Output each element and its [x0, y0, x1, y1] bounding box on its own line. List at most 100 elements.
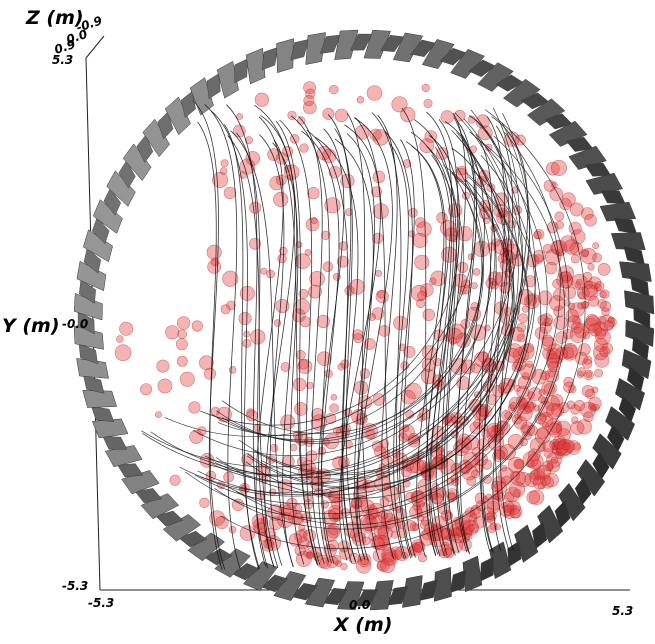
particle — [140, 383, 153, 396]
particle — [339, 546, 353, 560]
drum-segment — [526, 98, 566, 126]
particle — [523, 401, 535, 413]
trajectory-line — [334, 128, 362, 562]
particle — [219, 167, 228, 175]
particle — [228, 366, 237, 374]
particle — [593, 337, 608, 352]
particle — [504, 486, 520, 502]
particle — [577, 343, 591, 356]
particle — [599, 290, 607, 299]
trajectory-line — [334, 138, 374, 562]
particle — [408, 505, 423, 519]
particle — [493, 493, 501, 501]
particle — [308, 284, 322, 299]
particle — [372, 170, 386, 184]
drum-segment — [122, 143, 152, 182]
particle — [497, 467, 514, 484]
particle — [561, 346, 574, 359]
particle — [546, 221, 559, 234]
particle — [487, 524, 497, 534]
drum-segment — [187, 532, 226, 562]
particle — [537, 290, 553, 306]
particle — [507, 456, 525, 474]
trajectory-line — [290, 115, 335, 564]
particle — [236, 113, 243, 120]
particle — [544, 395, 560, 411]
drum-segment — [73, 293, 103, 321]
particle — [451, 477, 460, 486]
particle — [515, 471, 531, 488]
trajectory-line — [192, 141, 496, 457]
particle — [534, 428, 551, 445]
trajectory-line — [215, 155, 536, 496]
particle — [374, 269, 382, 277]
particle — [267, 148, 280, 161]
particle — [402, 424, 410, 432]
particle — [275, 298, 290, 313]
particle — [372, 548, 387, 563]
particle — [421, 83, 430, 92]
particle — [316, 146, 332, 161]
particle — [472, 268, 481, 276]
particle — [156, 359, 170, 373]
particle — [287, 110, 297, 120]
particle — [550, 159, 567, 176]
particle — [322, 107, 335, 120]
particle — [556, 439, 574, 456]
particle — [574, 281, 582, 289]
drum-segment — [402, 575, 423, 608]
particle — [344, 208, 353, 216]
particle — [527, 387, 542, 402]
drum-segment — [548, 120, 588, 147]
particle — [607, 316, 615, 324]
trajectory-line — [259, 134, 285, 566]
particle — [326, 555, 339, 568]
particle — [401, 390, 416, 405]
trajectory-line — [141, 107, 520, 468]
particle — [440, 110, 454, 124]
particle — [597, 299, 607, 309]
particle — [530, 470, 541, 481]
particle — [273, 319, 282, 327]
z-tick-label: 0.9 — [53, 37, 78, 57]
trajectory-line — [179, 109, 523, 494]
trajectory-line — [185, 132, 561, 519]
particle — [595, 329, 611, 346]
trajectory-line — [338, 124, 381, 561]
drum-segment — [489, 541, 512, 580]
drum-segment — [392, 32, 424, 63]
particle — [239, 525, 256, 541]
trajectory-line — [475, 134, 493, 552]
particle — [416, 290, 427, 301]
particle — [470, 282, 478, 290]
particle — [582, 250, 589, 257]
particle — [570, 420, 585, 435]
particle — [238, 311, 252, 326]
drum-segment — [261, 47, 278, 71]
particle — [280, 362, 291, 372]
particle — [487, 515, 496, 524]
trajectory-line — [426, 145, 455, 555]
drum-segment — [142, 118, 170, 158]
particle — [356, 96, 365, 104]
drum-segment — [624, 290, 655, 315]
particle — [599, 346, 611, 358]
particle — [580, 248, 597, 265]
drum-segment — [434, 566, 452, 602]
particle — [594, 368, 603, 378]
particle — [585, 313, 599, 327]
particle — [457, 226, 473, 242]
particle — [165, 325, 180, 340]
drum-segment — [584, 162, 611, 177]
drum-segment — [558, 482, 586, 522]
x-tick-label: 5.3 — [612, 604, 633, 618]
drum-segment — [276, 38, 294, 74]
drum-segment — [605, 406, 636, 441]
particle — [306, 381, 314, 390]
particle — [373, 537, 386, 549]
z-axis-title: Z (m) — [25, 7, 84, 29]
drum-segment — [206, 73, 221, 100]
trajectory-line — [255, 116, 284, 567]
particle — [175, 338, 188, 351]
